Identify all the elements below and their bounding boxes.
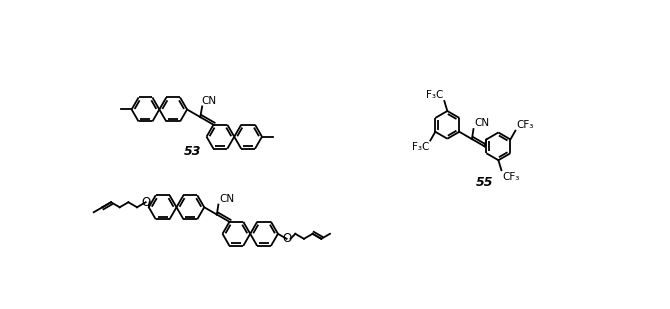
Text: F₃C: F₃C bbox=[426, 90, 444, 100]
Text: O: O bbox=[141, 196, 150, 209]
Text: 55: 55 bbox=[476, 176, 493, 189]
Text: CF₃: CF₃ bbox=[516, 120, 533, 130]
Text: CF₃: CF₃ bbox=[502, 172, 519, 182]
Text: CN: CN bbox=[202, 95, 217, 106]
Text: CN: CN bbox=[474, 118, 489, 128]
Text: F₃C: F₃C bbox=[412, 142, 429, 152]
Text: 53: 53 bbox=[184, 145, 202, 158]
Text: O: O bbox=[282, 232, 291, 245]
Text: CN: CN bbox=[219, 194, 234, 204]
